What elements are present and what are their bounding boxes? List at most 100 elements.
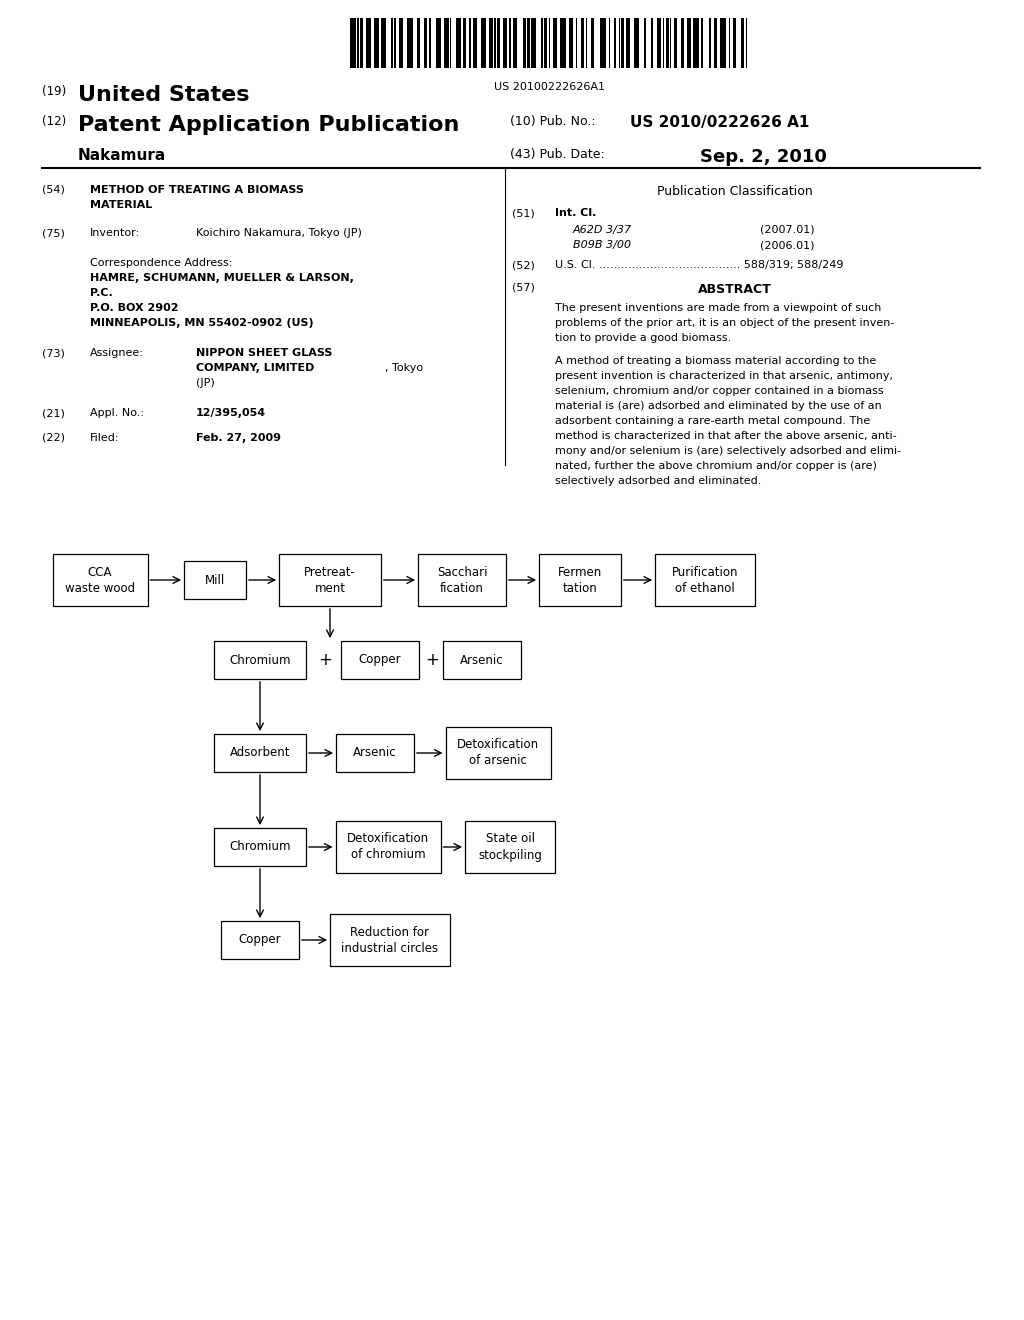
Bar: [495, 18, 496, 69]
Text: Copper: Copper: [358, 653, 401, 667]
Bar: [614, 18, 615, 69]
Text: Nakamura: Nakamura: [78, 148, 166, 162]
Text: HAMRE, SCHUMANN, MUELLER & LARSON,: HAMRE, SCHUMANN, MUELLER & LARSON,: [90, 273, 354, 282]
Bar: [666, 18, 669, 69]
Text: Appl. No.:: Appl. No.:: [90, 408, 144, 418]
Bar: [560, 18, 565, 69]
Text: Reduction for
industrial circles: Reduction for industrial circles: [341, 925, 438, 954]
Bar: [424, 18, 427, 69]
Bar: [670, 18, 672, 69]
Bar: [366, 18, 372, 69]
Bar: [417, 18, 420, 69]
Text: +: +: [425, 651, 439, 669]
Text: (22): (22): [42, 433, 65, 444]
Text: A method of treating a biomass material according to the: A method of treating a biomass material …: [555, 356, 877, 366]
Bar: [709, 18, 712, 69]
Text: +: +: [318, 651, 332, 669]
Text: (73): (73): [42, 348, 65, 358]
Bar: [657, 18, 662, 69]
Text: ABSTRACT: ABSTRACT: [698, 282, 772, 296]
Text: Chromium: Chromium: [229, 653, 291, 667]
Bar: [488, 18, 493, 69]
Bar: [592, 18, 594, 69]
Bar: [622, 18, 625, 69]
Bar: [542, 18, 543, 69]
Text: P.C.: P.C.: [90, 288, 113, 298]
Bar: [503, 18, 507, 69]
Text: material is (are) adsorbed and eliminated by the use of an: material is (are) adsorbed and eliminate…: [555, 401, 882, 411]
Text: CCA
waste wood: CCA waste wood: [65, 565, 135, 594]
Bar: [473, 18, 477, 69]
Bar: [214, 734, 306, 772]
Text: Detoxification
of arsenic: Detoxification of arsenic: [457, 738, 539, 767]
Text: nated, further the above chromium and/or copper is (are): nated, further the above chromium and/or…: [555, 461, 877, 471]
Bar: [549, 18, 550, 69]
Text: Feb. 27, 2009: Feb. 27, 2009: [196, 433, 281, 444]
Text: (43) Pub. Date:: (43) Pub. Date:: [510, 148, 605, 161]
Text: problems of the prior art, it is an object of the present inven-: problems of the prior art, it is an obje…: [555, 318, 894, 327]
Text: tion to provide a good biomass.: tion to provide a good biomass.: [555, 333, 731, 343]
Bar: [445, 727, 551, 779]
Bar: [481, 18, 485, 69]
Bar: [394, 18, 395, 69]
Bar: [545, 18, 547, 69]
Text: U.S. Cl. ....................................... 588/319; 588/249: U.S. Cl. ...............................…: [555, 260, 844, 271]
Text: selectively adsorbed and eliminated.: selectively adsorbed and eliminated.: [555, 477, 762, 486]
Bar: [693, 18, 698, 69]
Text: B09B 3/00: B09B 3/00: [573, 240, 631, 249]
Text: P.O. BOX 2902: P.O. BOX 2902: [90, 304, 178, 313]
Text: Publication Classification: Publication Classification: [657, 185, 813, 198]
Text: Purification
of ethanol: Purification of ethanol: [672, 565, 738, 594]
Bar: [531, 18, 536, 69]
Bar: [523, 18, 525, 69]
Text: Sep. 2, 2010: Sep. 2, 2010: [700, 148, 826, 166]
Text: Pretreat-
ment: Pretreat- ment: [304, 565, 356, 594]
Text: Mill: Mill: [205, 573, 225, 586]
Text: 12/395,054: 12/395,054: [196, 408, 266, 418]
Bar: [444, 18, 449, 69]
Text: A62D 3/37: A62D 3/37: [573, 224, 632, 235]
Bar: [418, 554, 506, 606]
Bar: [741, 18, 744, 69]
Bar: [469, 18, 471, 69]
Text: (75): (75): [42, 228, 65, 238]
Bar: [398, 18, 402, 69]
Text: The present inventions are made from a viewpoint of such: The present inventions are made from a v…: [555, 304, 882, 313]
Bar: [360, 18, 362, 69]
Bar: [626, 18, 630, 69]
Bar: [644, 18, 646, 69]
Text: METHOD OF TREATING A BIOMASS: METHOD OF TREATING A BIOMASS: [90, 185, 304, 195]
Bar: [443, 642, 521, 678]
Bar: [745, 18, 748, 69]
Bar: [655, 554, 755, 606]
Text: (54): (54): [42, 185, 65, 195]
Text: (JP): (JP): [196, 378, 215, 388]
Text: Copper: Copper: [239, 933, 282, 946]
Bar: [52, 554, 147, 606]
Bar: [687, 18, 691, 69]
Bar: [527, 18, 530, 69]
Text: Inventor:: Inventor:: [90, 228, 140, 238]
Text: (51): (51): [512, 209, 535, 218]
Text: Arsenic: Arsenic: [460, 653, 504, 667]
Text: Fermen
tation: Fermen tation: [558, 565, 602, 594]
Text: Detoxification
of chromium: Detoxification of chromium: [347, 833, 429, 862]
Text: (10) Pub. No.:: (10) Pub. No.:: [510, 115, 596, 128]
Bar: [408, 18, 413, 69]
Bar: [600, 18, 606, 69]
Bar: [450, 18, 452, 69]
Bar: [463, 18, 466, 69]
Bar: [513, 18, 517, 69]
Text: Assignee:: Assignee:: [90, 348, 144, 358]
Bar: [586, 18, 587, 69]
Bar: [341, 642, 419, 678]
Text: selenium, chromium and/or copper contained in a biomass: selenium, chromium and/or copper contain…: [555, 385, 884, 396]
Bar: [720, 18, 726, 69]
Bar: [184, 561, 246, 599]
Bar: [221, 921, 299, 960]
Bar: [582, 18, 585, 69]
Bar: [391, 18, 393, 69]
Text: Arsenic: Arsenic: [353, 747, 397, 759]
Bar: [436, 18, 441, 69]
Bar: [375, 18, 379, 69]
